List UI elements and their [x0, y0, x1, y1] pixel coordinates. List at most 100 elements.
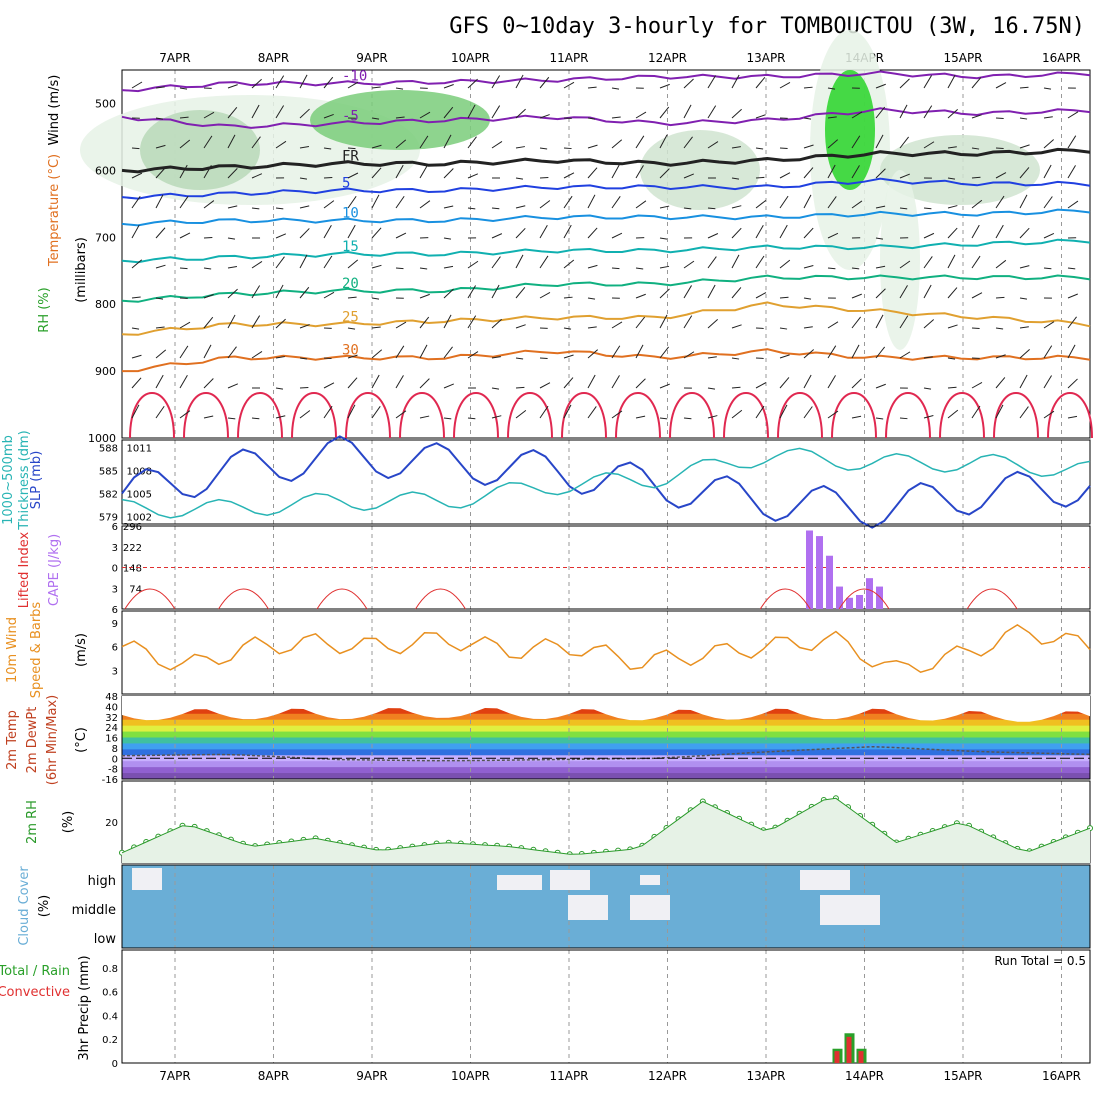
wind-barb — [827, 321, 839, 329]
wind-barb — [1019, 326, 1029, 329]
wind-barb — [587, 227, 598, 239]
wind-barb — [227, 266, 238, 269]
wind-barb — [923, 232, 935, 239]
wind-barb — [851, 415, 862, 419]
wind-barb — [131, 172, 143, 179]
wind-barb — [827, 232, 839, 239]
cape-tick: 222 — [123, 543, 142, 554]
isotherm-label: -5 — [342, 109, 359, 125]
date-label-bottom: 10APR — [451, 1069, 490, 1083]
wind-barb — [875, 346, 886, 359]
wind-barb — [803, 297, 812, 300]
thickness-line — [121, 447, 1091, 519]
cloud-patch — [132, 868, 162, 890]
isotherm-label: 5 — [342, 175, 350, 191]
wind-barb — [755, 199, 767, 209]
wind-barb — [1067, 135, 1077, 149]
wind-barb — [299, 357, 308, 360]
heat-contour — [1047, 392, 1093, 439]
top-date-axis: 7APR8APR9APR10APR11APR12APR13APR14APR15A… — [159, 51, 1081, 65]
wind-barb — [371, 227, 382, 239]
wind-barb — [443, 106, 454, 119]
heat-contour — [615, 392, 661, 439]
temp-tick: 0 — [112, 754, 118, 765]
date-label-bottom: 16APR — [1042, 1069, 1081, 1083]
label-wind10u: (m/s) — [74, 633, 89, 667]
wind-barb — [947, 146, 957, 149]
label-rh2m: 2m RH — [25, 800, 40, 844]
wind-barb — [419, 111, 431, 119]
wind-barb — [731, 254, 740, 269]
wind-barb — [779, 327, 788, 330]
wind-barb — [1043, 410, 1055, 419]
temp-tick: 16 — [105, 734, 118, 745]
wind-barb — [563, 377, 574, 389]
wind-barb — [491, 75, 501, 89]
lifted-index-line — [218, 588, 269, 610]
date-label-bottom: 8APR — [258, 1069, 289, 1083]
panel-precip: 0 0.2 0.4 0.6 0.8 Run Total = 0.5 — [102, 949, 1091, 1070]
wind-barb — [299, 205, 310, 209]
wind-barb — [515, 254, 524, 269]
heat-contour — [993, 392, 1039, 439]
temp-mask — [122, 696, 1090, 722]
heat-contour — [237, 392, 283, 439]
wind-barb — [1067, 316, 1077, 329]
wind-barb — [611, 410, 623, 419]
wind-barb — [1067, 415, 1078, 419]
wind-barb — [875, 205, 886, 209]
wind-barb — [971, 147, 980, 150]
wind-barb — [1067, 165, 1076, 179]
temp-color-band — [122, 743, 1090, 750]
wind-barb — [635, 111, 647, 119]
wind-barb — [323, 382, 335, 389]
heat-contour — [561, 392, 607, 439]
precip-tick: 0.4 — [102, 1011, 118, 1022]
cape-bar — [856, 594, 863, 609]
wind-barb — [539, 291, 551, 299]
wind-barb — [971, 77, 982, 89]
wind-barb — [1043, 139, 1055, 149]
wind-barb — [755, 77, 766, 89]
panel-rh: 20 — [105, 780, 1093, 864]
wind-barb — [683, 136, 693, 149]
wind-barb — [635, 165, 644, 179]
wind-barb — [347, 377, 358, 389]
wind-barb — [1067, 200, 1079, 209]
wind-barb — [851, 378, 862, 389]
wind-barb — [779, 296, 789, 299]
wind-barb — [707, 75, 717, 89]
wind-barb — [275, 415, 286, 419]
wind-barb — [851, 165, 860, 179]
wind-barb — [611, 321, 623, 329]
wind-barb — [443, 288, 454, 299]
wind-barb — [395, 345, 405, 359]
wind-barb — [923, 319, 935, 329]
wind-barb — [491, 141, 503, 149]
wind-barb — [875, 83, 886, 89]
wind-barb — [611, 116, 621, 119]
wind-barb — [515, 108, 526, 119]
date-label-top: 8APR — [258, 51, 289, 65]
wind-barb — [491, 233, 503, 239]
wind-barb — [587, 117, 596, 120]
wind-barb — [899, 104, 908, 119]
wind-barb — [371, 117, 380, 120]
panel-cloud: high middle low — [72, 864, 1091, 949]
wind-barb — [371, 297, 380, 300]
wind-barb — [563, 195, 573, 209]
wind-barb — [275, 387, 284, 390]
temp-tick: 32 — [105, 713, 118, 724]
heat-contour — [183, 392, 229, 439]
wind-barb — [323, 291, 335, 299]
wind-barb — [251, 285, 261, 299]
wind-barb — [155, 86, 165, 89]
wind-barb — [995, 82, 1007, 89]
wind-barb — [731, 177, 740, 180]
wind-barb — [1067, 111, 1079, 119]
wind-barb — [659, 168, 670, 179]
label-cloud: Cloud Cover — [17, 866, 32, 946]
wind-barb — [563, 259, 575, 269]
bottom-date-axis: 7APR 8APR 9APR 10APR 11APR 12APR 13APR 14APR 15A… — [159, 1069, 1081, 1083]
precip-tick: 0.6 — [102, 988, 118, 999]
